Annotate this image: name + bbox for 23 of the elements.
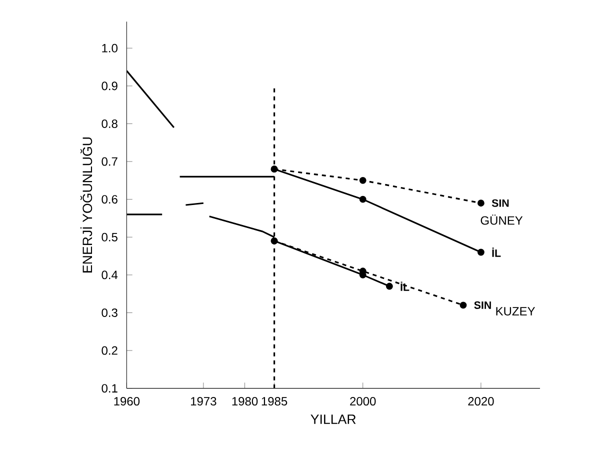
x-tick-label: 1980 xyxy=(232,397,258,406)
y-tick-label: 0.8 xyxy=(102,119,118,128)
y-tick-label: 0.7 xyxy=(102,157,118,166)
y-tick-label: 0.4 xyxy=(102,270,118,280)
y-tick-label: 0.6 xyxy=(102,195,118,204)
y-tick-label: 0.9 xyxy=(102,82,118,90)
y-tick-label: 0.2 xyxy=(102,346,118,355)
x-tick-label: 2000 xyxy=(350,397,376,406)
series-label: SIN xyxy=(474,301,491,309)
x-tick-label: 1985 xyxy=(262,397,288,406)
y-tick-label: 0.5 xyxy=(102,232,118,242)
y-tick-label: 1.0 xyxy=(102,44,118,52)
y-tick-label: 0.3 xyxy=(102,308,118,317)
y-tick-label: 0.1 xyxy=(102,384,118,393)
annotation: GÜNEY xyxy=(480,214,523,225)
x-tick-label: 2020 xyxy=(468,397,494,406)
series-label: SIN xyxy=(492,199,509,207)
x-tick-label: 1960 xyxy=(114,397,140,406)
y-axis-title: ENERJİ YOĞUNLUĞU xyxy=(80,138,92,272)
annotation: KUZEY xyxy=(496,307,536,316)
x-tick-label: 1973 xyxy=(191,397,216,406)
series-label: İL xyxy=(492,248,501,257)
x-axis-title: YILLAR xyxy=(310,414,356,424)
